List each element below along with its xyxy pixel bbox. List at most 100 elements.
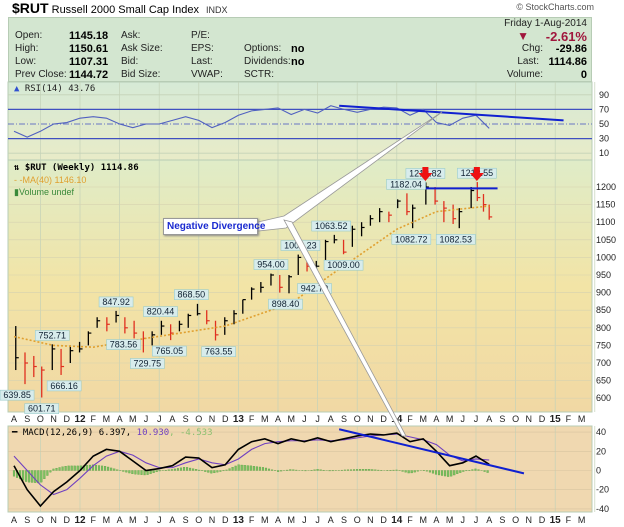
macd-histogram-bar xyxy=(176,468,179,471)
month-axis-bottom-label: F xyxy=(90,515,96,525)
month-axis-top-label: J xyxy=(157,414,162,424)
price-label-box xyxy=(143,306,178,317)
month-axis-bottom-label: J xyxy=(144,515,149,525)
price-axis-tick: 1200 xyxy=(596,182,616,192)
month-axis-bottom-label: J xyxy=(461,515,466,525)
price-label-box xyxy=(253,259,289,270)
month-axis-bottom-label: D xyxy=(222,515,229,525)
macd-histogram-bar xyxy=(128,470,131,474)
month-axis-top-label: 15 xyxy=(550,414,562,425)
macd-histogram-bar xyxy=(258,466,261,471)
price-axis-tick: 900 xyxy=(596,288,611,298)
macd-histogram-bar xyxy=(462,470,465,472)
volume-icon: ▮ xyxy=(14,187,19,197)
macd-histogram-bar xyxy=(425,470,428,472)
macd-axis-tick: 20 xyxy=(596,446,606,456)
month-axis-top-label: N xyxy=(209,414,216,424)
month-axis-bottom-label: M xyxy=(446,515,454,525)
high-label: High: xyxy=(15,43,39,54)
macd-histogram-bar xyxy=(219,470,222,472)
month-axis-top-label: S xyxy=(183,414,189,424)
options-label: Options: xyxy=(244,43,282,54)
last-label: Last: xyxy=(191,56,213,67)
macd-histogram-bar xyxy=(76,465,79,471)
price-label-box xyxy=(152,345,187,357)
chg-label: Chg: xyxy=(521,43,543,54)
month-axis-top-label: O xyxy=(512,414,519,424)
rsi-axis-tick: 90 xyxy=(599,90,609,100)
macd-histogram-bar xyxy=(55,467,58,471)
macd-histogram-bar xyxy=(474,468,477,471)
macd-histogram-bar xyxy=(64,466,67,471)
ma40-line xyxy=(13,205,490,348)
month-axis-top-label: J xyxy=(474,414,479,424)
symbol: $RUT xyxy=(12,0,49,16)
price-axis-tick: 850 xyxy=(596,305,611,315)
macd-histogram-bar xyxy=(413,470,416,473)
macd-histogram-bar xyxy=(152,470,155,473)
rsi-axis-tick: 30 xyxy=(599,134,609,144)
month-axis-top-label: 13 xyxy=(233,414,245,425)
month-axis-top-label: D xyxy=(380,414,387,424)
price-label-box xyxy=(0,389,35,401)
price-label-box xyxy=(106,339,141,350)
low-value: 1107.31 xyxy=(69,56,109,68)
vwap-label: VWAP: xyxy=(191,69,223,80)
price-label: 752.71 xyxy=(39,330,67,340)
macd-histogram-bar xyxy=(264,467,268,471)
rsi-legend: ▲ RSI(14) 43.76 xyxy=(14,84,95,95)
macd-line xyxy=(13,432,490,508)
open-label: Open: xyxy=(15,30,43,41)
brand[interactable]: © StockCharts.com xyxy=(516,2,594,12)
macd-histogram-bar xyxy=(261,467,265,471)
month-axis-bottom-label: D xyxy=(539,515,546,525)
month-axis-bottom-label: M xyxy=(129,515,137,525)
macd-histogram-bar xyxy=(292,469,295,471)
month-axis-top-label: M xyxy=(419,414,427,424)
macd-legend-hist: , -4.533 xyxy=(169,428,213,438)
macd-histogram-bar xyxy=(428,470,431,473)
macd-histogram-bar xyxy=(192,468,195,471)
price-label: 868.50 xyxy=(178,290,206,300)
macd-histogram-bar xyxy=(170,469,173,471)
callout-pointer-macd xyxy=(283,219,407,437)
macd-histogram-bar xyxy=(137,470,140,475)
price-label-box xyxy=(24,403,60,414)
macd-histogram-bar xyxy=(289,469,292,471)
sctr-label: SCTR: xyxy=(244,69,274,80)
month-axis-bottom-label: F xyxy=(566,515,572,525)
month-axis-top-label: A xyxy=(486,414,492,424)
rsi-axis-tick: 10 xyxy=(599,148,609,158)
macd-histogram-bar xyxy=(158,470,161,472)
month-axis-bottom-label: S xyxy=(499,515,505,525)
macd-legend-name: MACD(12,26,9) xyxy=(22,428,94,438)
price-label-box xyxy=(130,358,165,369)
macd-histogram-bar xyxy=(61,466,64,471)
macd-histogram-bar xyxy=(231,467,234,471)
month-axis-bottom-label: 13 xyxy=(233,515,245,526)
macd-histogram-bar xyxy=(431,470,435,474)
month-axis-bottom-label: M xyxy=(287,515,295,525)
price-label-box xyxy=(46,380,82,392)
options-value: no xyxy=(291,43,305,55)
macd-histogram-bar xyxy=(131,470,134,475)
price-label: 898.40 xyxy=(272,299,300,309)
price-label-box xyxy=(174,289,209,300)
month-axis-top-label: A xyxy=(275,414,281,424)
quote-date: Friday 1-Aug-2014 xyxy=(504,18,587,29)
month-axis-top-label: D xyxy=(64,414,71,424)
bid-label: Bid: xyxy=(121,56,139,67)
macd-histogram-bar xyxy=(207,470,210,473)
month-axis-bottom-label: M xyxy=(419,515,427,525)
macd-histogram-bar xyxy=(179,467,183,471)
price-label: 601.71 xyxy=(28,404,56,414)
month-axis-bottom-label: A xyxy=(11,515,17,525)
macd-histogram-bar xyxy=(404,470,407,473)
macd-histogram-bar xyxy=(225,469,228,471)
macd-histogram-bar xyxy=(107,466,110,471)
price-label: 1182.04 xyxy=(390,179,422,189)
price-axis-tick: 1000 xyxy=(596,252,616,262)
rsi-axis-tick: 50 xyxy=(599,119,609,129)
month-axis-bottom-label: M xyxy=(578,515,586,525)
